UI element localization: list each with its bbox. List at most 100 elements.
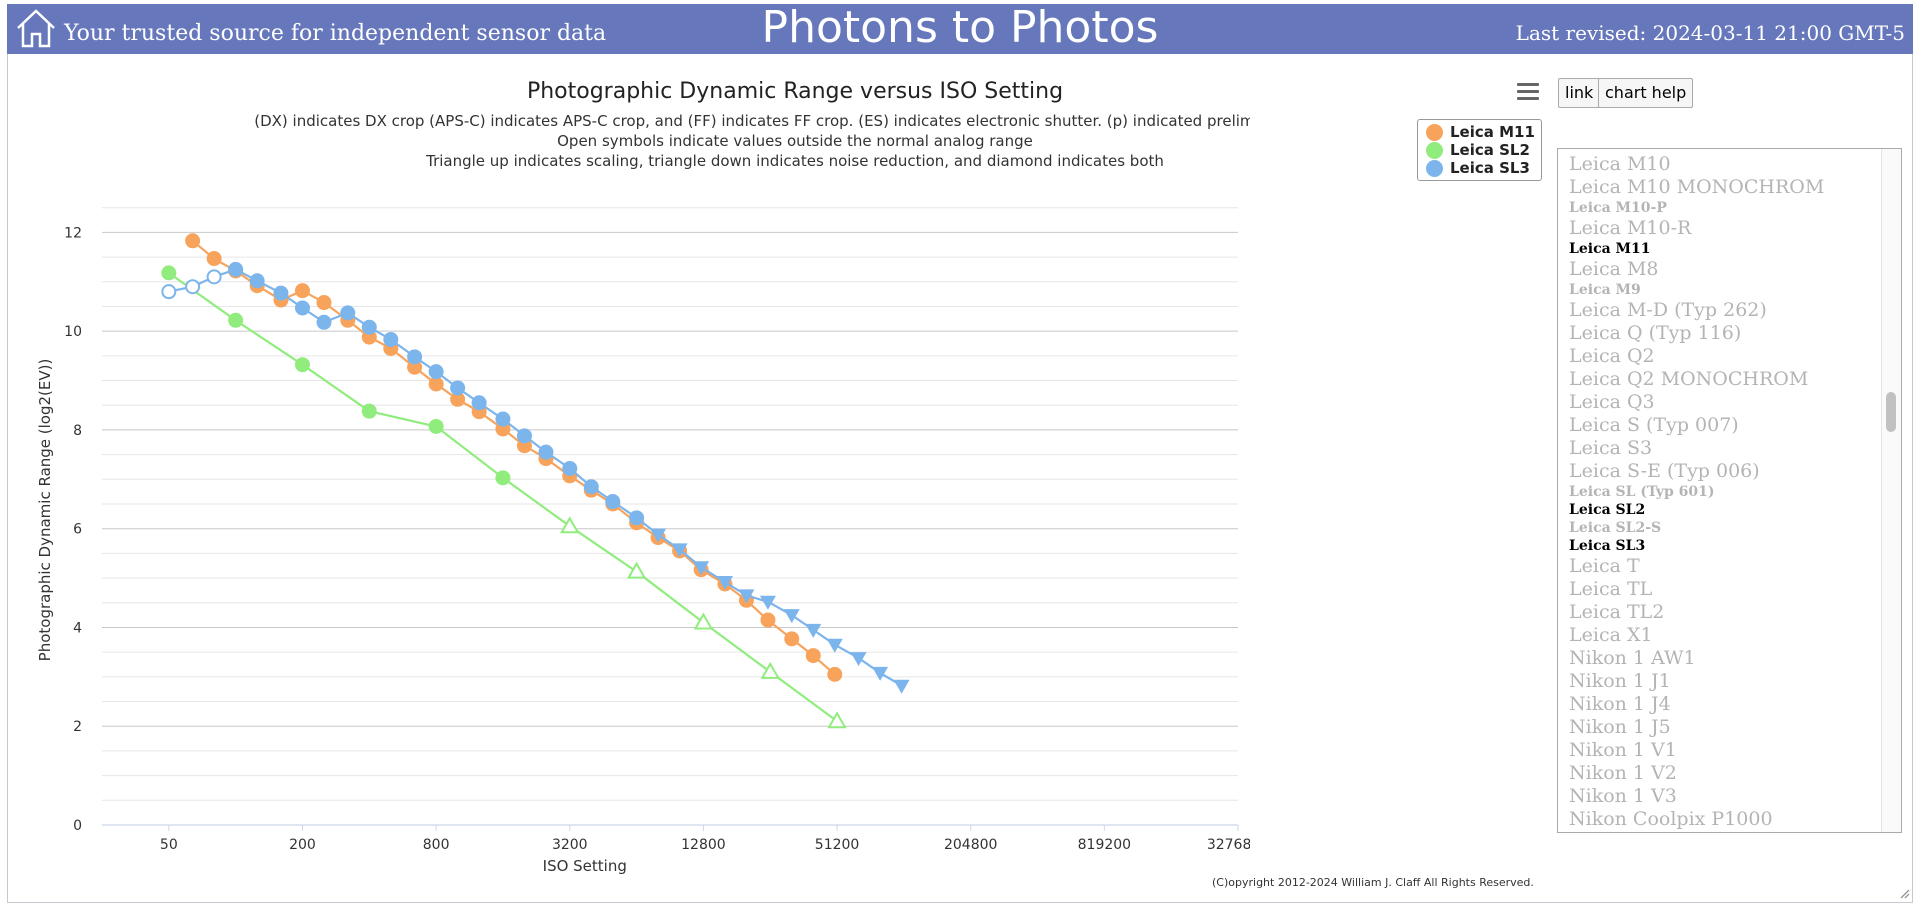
camera-list-item[interactable]: Leica M10 [1569, 153, 1671, 175]
camera-list-item[interactable]: Leica T [1569, 555, 1640, 577]
camera-list-item[interactable]: Nikon 1 AW1 [1569, 647, 1696, 669]
camera-list-item[interactable]: Leica Q2 [1569, 345, 1655, 367]
legend-item-sl3[interactable]: Leica SL3 [1426, 159, 1535, 177]
camera-list-item[interactable]: Leica Q (Typ 116) [1569, 322, 1742, 344]
y-tick-label: 8 [73, 423, 82, 439]
resize-handle-icon[interactable] [1898, 887, 1910, 899]
chart-subtitle: (DX) indicates DX crop (APS-C) indicates… [254, 112, 1250, 130]
camera-list-item[interactable]: Leica M8 [1569, 258, 1659, 280]
data-point [471, 395, 487, 411]
last-revised: Last revised: 2024-03-11 21:00 GMT-5 [1515, 21, 1905, 45]
home-icon[interactable] [15, 7, 57, 49]
series-leica-m11 [185, 233, 843, 682]
site-header: Your trusted source for independent sens… [7, 2, 1913, 54]
series-leica-sl2 [161, 265, 847, 729]
data-point [605, 494, 621, 510]
y-tick-label: 12 [64, 225, 82, 241]
y-tick-label: 4 [73, 620, 82, 636]
data-point [738, 589, 755, 604]
hamburger-menu-icon[interactable] [1517, 83, 1539, 103]
camera-list-item[interactable]: Leica TL2 [1569, 601, 1665, 623]
data-point [693, 561, 710, 576]
data-point [827, 711, 847, 729]
chart-legend: Leica M11 Leica SL2 Leica SL3 [1417, 119, 1542, 181]
camera-list-item[interactable]: Nikon 1 V3 [1569, 785, 1677, 807]
series-line [168, 272, 838, 723]
data-point [538, 444, 554, 460]
camera-list-items: Leica M10 Leica M10 MONOCHROM Leica M10-P L… [1569, 153, 1824, 831]
list-scrollbar[interactable] [1881, 149, 1901, 832]
camera-list-item[interactable]: Leica M10-R [1569, 217, 1692, 239]
x-tick-label: 12800 [681, 837, 726, 853]
camera-list-item[interactable]: Leica SL3 [1569, 538, 1646, 554]
camera-list-item[interactable]: Nikon 1 V2 [1569, 762, 1677, 784]
data-point [161, 265, 177, 281]
legend-marker [1426, 159, 1443, 177]
x-tick-label: 3200 [552, 837, 588, 853]
data-point [760, 612, 776, 628]
data-point [316, 295, 332, 311]
camera-list-item[interactable]: Leica SL (Typ 601) [1569, 484, 1715, 500]
data-point [560, 516, 580, 534]
data-point [407, 349, 423, 365]
data-point [185, 279, 201, 295]
data-point [805, 623, 822, 638]
camera-list-item[interactable]: Leica X1 [1569, 624, 1653, 646]
data-point [693, 612, 714, 630]
data-point [383, 332, 399, 348]
chart-subtitle: Open symbols indicate values outside the… [557, 132, 1033, 150]
data-point [249, 273, 265, 289]
data-point [760, 661, 780, 679]
data-point [450, 391, 466, 407]
camera-list-item[interactable]: Leica S-E (Typ 006) [1569, 460, 1760, 482]
data-point [827, 666, 843, 682]
copyright: (C)opyright 2012-2024 William J. Claff A… [1212, 876, 1534, 889]
x-tick-label: 204800 [944, 837, 997, 853]
data-point [294, 283, 310, 299]
x-tick-label: 51200 [815, 837, 860, 853]
legend-label: Leica SL3 [1450, 159, 1530, 177]
legend-marker [1426, 123, 1443, 141]
x-tick-label: 800 [423, 837, 450, 853]
x-axis-title: ISO Setting [543, 857, 627, 875]
camera-list-item[interactable]: Leica SL2 [1569, 502, 1646, 518]
camera-list-item[interactable]: Leica Q3 [1569, 391, 1655, 413]
data-point [650, 528, 667, 543]
legend-item-m11[interactable]: Leica M11 [1426, 123, 1535, 141]
camera-list-item[interactable]: Leica M11 [1569, 241, 1651, 257]
camera-select-list[interactable]: Leica M10 Leica M10 MONOCHROM Leica M10-P L… [1557, 148, 1902, 833]
camera-list-item[interactable]: Leica Q2 MONOCHROM [1569, 368, 1809, 390]
camera-list-item[interactable]: Nikon 1 J5 [1569, 716, 1671, 738]
data-point [759, 595, 776, 610]
data-point [228, 312, 244, 328]
data-point [273, 285, 289, 301]
scroll-thumb[interactable] [1886, 392, 1896, 432]
camera-list-item[interactable]: Leica SL2-S [1569, 520, 1662, 536]
data-point [161, 284, 177, 300]
camera-list-item[interactable]: Nikon Coolpix P1000 [1569, 808, 1773, 830]
chart-help-button[interactable]: chart help [1598, 78, 1694, 108]
data-point [562, 460, 578, 476]
camera-list-item[interactable]: Leica M9 [1569, 282, 1641, 298]
data-point [428, 364, 444, 380]
dynamic-range-chart: Photographic Dynamic Range versus ISO Se… [36, 79, 1250, 875]
data-point [583, 479, 599, 495]
camera-list-item[interactable]: Leica M-D (Typ 262) [1569, 299, 1767, 321]
data-point [340, 305, 356, 321]
x-tick-label: 50 [160, 837, 178, 853]
camera-list-item[interactable]: Leica S (Typ 007) [1569, 414, 1739, 436]
camera-list-item[interactable]: Nikon 1 J4 [1569, 693, 1671, 715]
camera-list-item[interactable]: Leica TL [1569, 578, 1653, 600]
link-button[interactable]: link [1558, 78, 1601, 108]
legend-item-sl2[interactable]: Leica SL2 [1426, 141, 1535, 159]
camera-list-item[interactable]: Leica M10 MONOCHROM [1569, 176, 1825, 198]
camera-list-item[interactable]: Nikon 1 V1 [1569, 739, 1677, 761]
data-point [850, 652, 867, 667]
camera-list-item[interactable]: Leica S3 [1569, 437, 1653, 459]
camera-list-item[interactable]: Leica M10-P [1569, 200, 1667, 216]
camera-list-item[interactable]: Nikon 1 J1 [1569, 670, 1671, 692]
data-point [428, 376, 444, 392]
data-point [361, 403, 377, 419]
y-tick-label: 2 [73, 719, 82, 735]
data-point [626, 561, 647, 579]
